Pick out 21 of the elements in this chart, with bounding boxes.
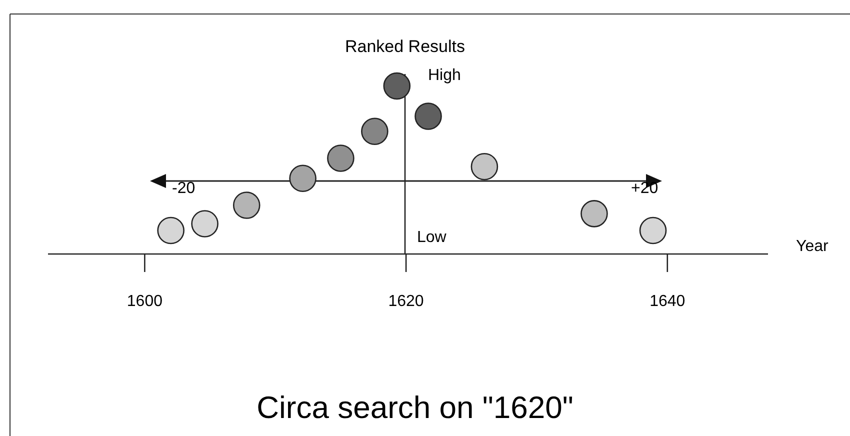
point bbox=[361, 118, 388, 146]
x-tick-label: 1620 bbox=[388, 293, 424, 310]
text: High bbox=[428, 67, 461, 84]
annotation: +20 bbox=[631, 180, 658, 197]
point bbox=[639, 216, 667, 244]
point bbox=[232, 192, 260, 219]
annotation: Low bbox=[417, 229, 447, 246]
annotation: -20 bbox=[172, 180, 196, 197]
point bbox=[470, 152, 498, 180]
point bbox=[157, 216, 184, 244]
point bbox=[191, 210, 218, 238]
point bbox=[580, 200, 608, 228]
text: Circa search on "1620" bbox=[256, 390, 574, 425]
x-tick-label: 1600 bbox=[126, 293, 163, 310]
x-axis-title: Year bbox=[796, 238, 829, 255]
x-tick-label: 1640 bbox=[650, 293, 686, 310]
point bbox=[327, 144, 354, 172]
point bbox=[289, 164, 316, 192]
point bbox=[383, 72, 411, 100]
y-axis-title: Ranked Results bbox=[344, 37, 466, 56]
point bbox=[414, 102, 442, 130]
